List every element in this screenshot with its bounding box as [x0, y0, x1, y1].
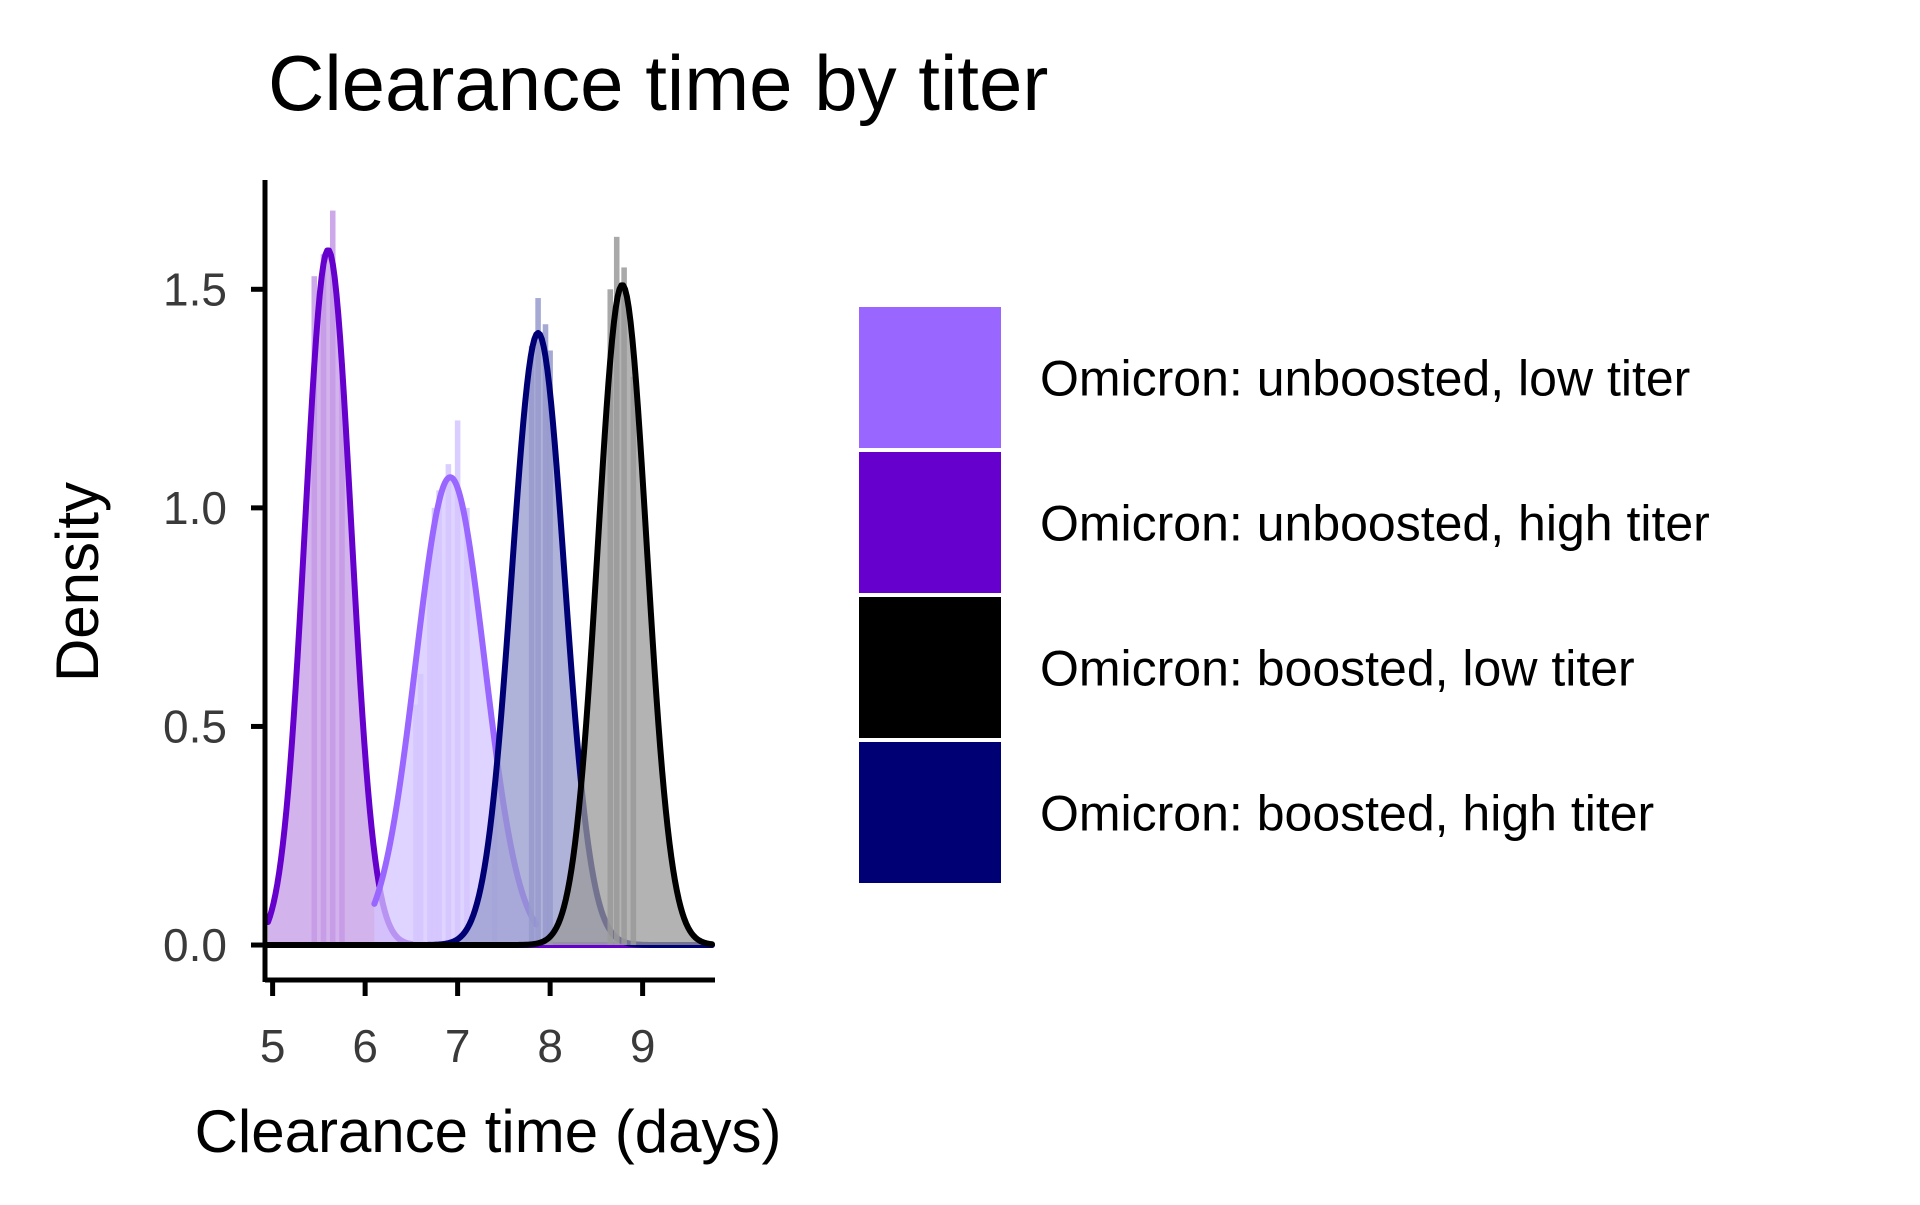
legend-label: Omicron: boosted, low titer	[1040, 641, 1635, 697]
x-tick-label: 6	[352, 1020, 378, 1072]
series-group	[265, 236, 715, 949]
y-tick-label: 0.0	[163, 919, 227, 971]
x-tick-label: 9	[630, 1020, 656, 1072]
legend-label: Omicron: unboosted, high titer	[1040, 496, 1710, 552]
legend: Omicron: unboosted, low titer Omicron: un…	[857, 305, 1710, 885]
legend-swatch	[857, 740, 1003, 885]
y-ticks: 0.0 0.5 1.0 1.5	[163, 263, 266, 971]
legend-swatch	[857, 305, 1003, 450]
y-axis-label: Density	[44, 482, 111, 682]
y-tick-label: 0.5	[163, 700, 227, 752]
density-line	[265, 282, 715, 949]
chart-title: Clearance time by titer	[268, 39, 1048, 127]
density-area	[268, 285, 712, 946]
x-tick-label: 7	[445, 1020, 471, 1072]
legend-label: Omicron: boosted, high titer	[1040, 786, 1654, 842]
x-ticks: 5 6 7 8 9	[260, 980, 656, 1072]
x-tick-label: 5	[260, 1020, 286, 1072]
y-tick-label: 1.0	[163, 482, 227, 534]
x-tick-label: 8	[537, 1020, 563, 1072]
legend-swatch	[857, 595, 1003, 740]
legend-swatch	[857, 450, 1003, 595]
x-axis-label: Clearance time (days)	[195, 1098, 782, 1165]
plot-area	[265, 210, 715, 949]
density-area	[268, 250, 712, 946]
legend-label: Omicron: unboosted, low titer	[1040, 351, 1690, 407]
axes	[262, 180, 715, 983]
y-tick-label: 1.5	[163, 263, 227, 315]
